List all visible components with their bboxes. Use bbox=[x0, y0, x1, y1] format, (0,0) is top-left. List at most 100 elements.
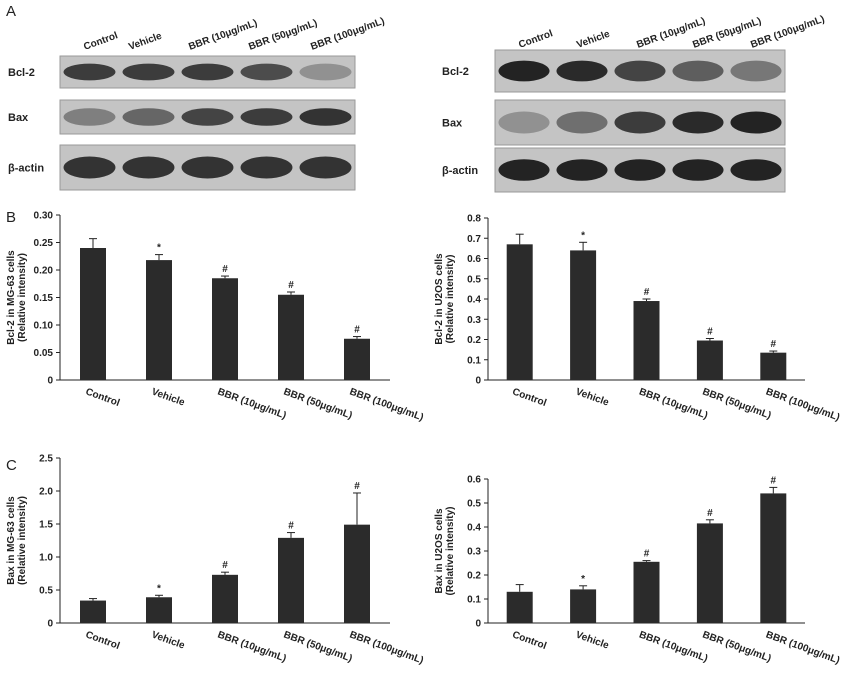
bar bbox=[696, 523, 723, 623]
bar bbox=[344, 524, 370, 623]
y-tick-label: 2.5 bbox=[39, 454, 53, 465]
bar bbox=[633, 561, 660, 623]
bar bbox=[80, 248, 106, 380]
significance-mark: # bbox=[354, 325, 360, 336]
blot-band bbox=[730, 60, 782, 82]
significance-mark: # bbox=[222, 560, 228, 571]
y-tick-label: 0.1 bbox=[467, 595, 481, 606]
blot-band bbox=[122, 108, 175, 126]
y-tick-label: 0.10 bbox=[34, 321, 54, 332]
y-tick-label: 0.8 bbox=[467, 214, 481, 225]
blot-band bbox=[556, 159, 608, 181]
y-tick-label: 0 bbox=[47, 376, 53, 387]
y-axis-label: Bax in MG-63 cells bbox=[6, 496, 17, 585]
x-tick-label: Control bbox=[511, 629, 548, 652]
blot-band bbox=[730, 111, 782, 134]
panel-label: A bbox=[6, 3, 16, 20]
blot-band bbox=[181, 156, 234, 179]
x-tick-label: Control bbox=[84, 629, 121, 652]
y-tick-label: 0.4 bbox=[467, 523, 481, 534]
x-tick-label: BBR (10μg/mL) bbox=[637, 629, 709, 664]
y-tick-label: 0.2 bbox=[467, 335, 481, 346]
y-tick-label: 0.15 bbox=[34, 293, 54, 304]
x-tick-label: BBR (10μg/mL) bbox=[216, 629, 288, 664]
x-tick-label: BBR (10μg/mL) bbox=[637, 386, 709, 421]
bar bbox=[570, 589, 597, 623]
y-tick-label: 2.0 bbox=[39, 487, 53, 498]
y-tick-label: 0.2 bbox=[467, 571, 481, 582]
x-tick-label: BBR (10μg/mL) bbox=[216, 386, 288, 421]
x-tick-label: Vehicle bbox=[150, 386, 187, 408]
y-tick-label: 0.30 bbox=[34, 211, 54, 222]
row-label: Bcl-2 bbox=[442, 66, 469, 78]
blot-band bbox=[556, 60, 608, 82]
blot-band bbox=[672, 111, 724, 134]
lane-label: Control bbox=[82, 30, 119, 53]
blot-band bbox=[63, 108, 116, 126]
significance-mark: # bbox=[222, 264, 228, 275]
y-tick-label: 0.3 bbox=[467, 547, 481, 558]
y-tick-label: 0.1 bbox=[467, 355, 481, 366]
blot-band bbox=[730, 159, 782, 181]
row-label: Bax bbox=[8, 112, 29, 124]
bar bbox=[278, 537, 304, 623]
lane-label: Vehicle bbox=[127, 31, 164, 53]
blot-band bbox=[498, 159, 550, 181]
blot-band bbox=[498, 111, 550, 134]
y-axis-label: Bax in U2OS cells bbox=[434, 508, 445, 593]
blot-band bbox=[240, 108, 293, 126]
y-tick-label: 0.6 bbox=[467, 475, 481, 486]
significance-mark: # bbox=[644, 287, 650, 298]
x-tick-label: Control bbox=[84, 386, 121, 409]
bar bbox=[278, 294, 304, 380]
blot-band bbox=[299, 108, 352, 126]
y-tick-label: 0 bbox=[475, 376, 481, 387]
significance-mark: * bbox=[157, 583, 161, 594]
y-axis-label: (Relative intensity) bbox=[17, 496, 28, 585]
bar bbox=[146, 597, 172, 623]
y-axis-label: (Relative intensity) bbox=[445, 255, 456, 344]
blot-band bbox=[614, 60, 666, 82]
significance-mark: # bbox=[771, 475, 777, 486]
lane-label: BBR (100μg/mL) bbox=[749, 14, 826, 51]
x-tick-label: Control bbox=[511, 386, 548, 409]
lane-label: Vehicle bbox=[575, 29, 612, 51]
y-tick-label: 0.20 bbox=[34, 266, 54, 277]
blot-band bbox=[614, 111, 666, 134]
blot-band bbox=[240, 156, 293, 179]
y-tick-label: 0.6 bbox=[467, 254, 481, 265]
bar bbox=[146, 260, 172, 380]
row-label: Bcl-2 bbox=[8, 67, 35, 79]
lane-label: BBR (100μg/mL) bbox=[309, 16, 386, 53]
significance-mark: # bbox=[771, 339, 777, 350]
blot-band bbox=[672, 159, 724, 181]
significance-mark: # bbox=[707, 508, 713, 519]
significance-mark: # bbox=[288, 280, 294, 291]
y-tick-label: 0.5 bbox=[467, 274, 481, 285]
y-tick-label: 1.0 bbox=[39, 553, 53, 564]
row-label: β-actin bbox=[8, 163, 44, 175]
blot-band bbox=[181, 63, 234, 81]
y-axis-label: Bcl-2 in MG-63 cells bbox=[6, 250, 17, 345]
bar bbox=[696, 340, 723, 380]
blot-band bbox=[63, 156, 116, 179]
y-tick-label: 0 bbox=[47, 619, 53, 630]
significance-mark: # bbox=[644, 549, 650, 560]
bar bbox=[80, 600, 106, 623]
panel-label: B bbox=[6, 209, 16, 226]
x-tick-label: BBR (100μg/mL) bbox=[348, 629, 425, 666]
blot-band bbox=[556, 111, 608, 134]
blot-band bbox=[299, 156, 352, 179]
x-tick-label: BBR (50μg/mL) bbox=[701, 629, 773, 664]
panel-label: C bbox=[6, 457, 17, 474]
blot-band bbox=[614, 159, 666, 181]
row-label: Bax bbox=[442, 118, 463, 130]
y-tick-label: 0 bbox=[475, 619, 481, 630]
x-tick-label: Vehicle bbox=[574, 386, 611, 408]
blot-band bbox=[122, 156, 175, 179]
blot-band bbox=[63, 63, 116, 81]
y-axis-label: (Relative intensity) bbox=[445, 507, 456, 596]
y-axis-label: (Relative intensity) bbox=[17, 253, 28, 342]
x-tick-label: BBR (50μg/mL) bbox=[282, 386, 354, 421]
